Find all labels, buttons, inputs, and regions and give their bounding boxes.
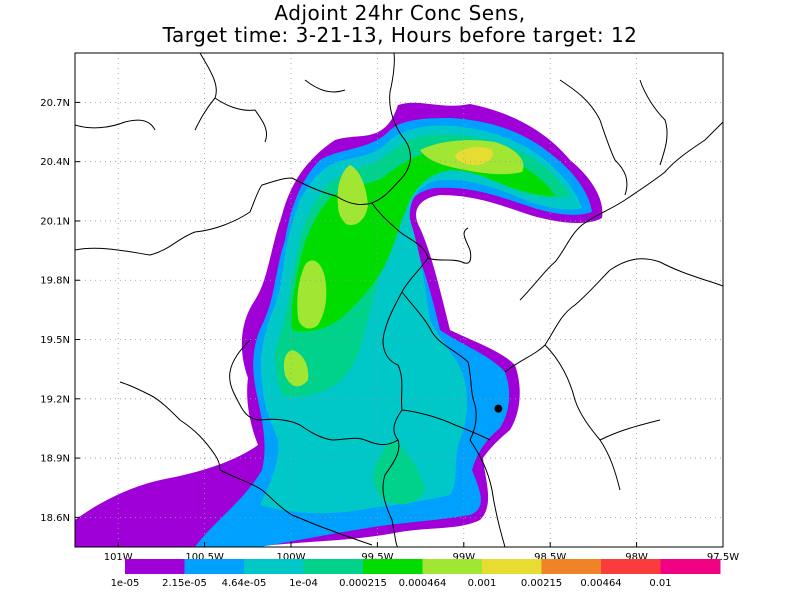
legend-label: 0.00215 bbox=[521, 578, 562, 589]
legend-swatch bbox=[244, 559, 304, 574]
legend-swatch bbox=[422, 559, 483, 574]
lon-tick-label: 97.5W bbox=[707, 552, 739, 563]
lon-tick-label: 99.5W bbox=[361, 552, 393, 563]
state-borders bbox=[75, 53, 723, 547]
legend-swatch bbox=[660, 559, 721, 574]
contour-level-6c bbox=[283, 350, 309, 387]
legend-label: 4.64e-05 bbox=[222, 578, 267, 589]
legend-swatch bbox=[541, 559, 602, 574]
legend-label: 0.001 bbox=[468, 578, 497, 589]
contour-level-6b bbox=[337, 165, 368, 226]
legend-swatch bbox=[482, 559, 542, 574]
target-site-marker bbox=[494, 404, 503, 413]
latitude-axis: 20.7N 20.4N 20.1N 19.8N 19.5N 19.2N 18.9N 18.6N bbox=[40, 98, 80, 524]
lat-tick-label: 19.2N bbox=[40, 394, 70, 405]
color-legend: 1e-05 2.15e-05 4.64e-05 1e-04 0.000215 0.0004… bbox=[111, 559, 721, 589]
contour-level-4b bbox=[373, 440, 425, 505]
lon-tick-label: 98W bbox=[625, 552, 648, 563]
legend-label: 1e-04 bbox=[289, 578, 318, 589]
sensitivity-plume bbox=[75, 102, 603, 547]
lat-tick-label: 19.8N bbox=[40, 276, 70, 287]
legend-label: 1e-05 bbox=[111, 578, 140, 589]
title-line-2: Target time: 3-21-13, Hours before targe… bbox=[162, 23, 638, 47]
longitude-axis: 101W 100.5W 100W 99.5W 99W 98.5W 98W 97.5W bbox=[104, 542, 739, 563]
legend-swatch bbox=[303, 559, 364, 574]
contour-level-6 bbox=[297, 260, 327, 329]
legend-swatch bbox=[601, 559, 661, 574]
legend-label: 0.01 bbox=[649, 578, 671, 589]
lat-tick-label: 18.6N bbox=[40, 513, 70, 524]
legend-swatch bbox=[363, 559, 423, 574]
legend-swatch bbox=[125, 559, 185, 574]
map-title: Adjoint 24hr Conc Sens, Target time: 3-2… bbox=[0, 2, 800, 46]
lon-tick-label: 100W bbox=[277, 552, 306, 563]
lon-tick-label: 101W bbox=[104, 552, 133, 563]
lon-tick-label: 100.5W bbox=[185, 552, 224, 563]
title-line-1: Adjoint 24hr Conc Sens, bbox=[274, 1, 526, 25]
lat-tick-label: 20.7N bbox=[40, 98, 70, 109]
legend-label: 0.00464 bbox=[580, 578, 621, 589]
lat-tick-label: 18.9N bbox=[40, 454, 70, 465]
lon-tick-label: 98.5W bbox=[534, 552, 566, 563]
contour-level-7 bbox=[455, 147, 493, 165]
legend-swatch bbox=[184, 559, 245, 574]
lat-tick-label: 20.4N bbox=[40, 157, 70, 168]
lat-tick-label: 19.5N bbox=[40, 335, 70, 346]
graticule bbox=[75, 53, 724, 547]
legend-label: 0.000464 bbox=[399, 578, 447, 589]
lon-tick-label: 99W bbox=[452, 552, 475, 563]
lat-tick-label: 20.1N bbox=[40, 216, 70, 227]
legend-label: 2.15e-05 bbox=[162, 578, 207, 589]
map-frame bbox=[74, 52, 724, 548]
legend-label: 0.000215 bbox=[339, 578, 387, 589]
